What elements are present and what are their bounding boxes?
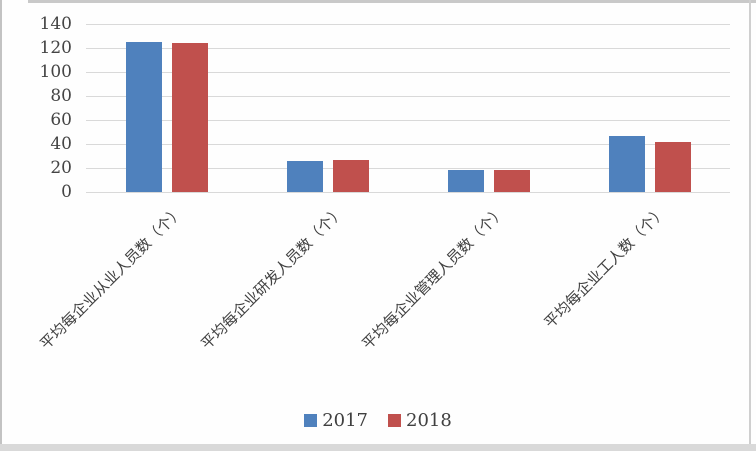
legend-label-2017: 2017 bbox=[322, 410, 368, 431]
frame-border-right bbox=[749, 0, 751, 451]
gridline-20 bbox=[86, 168, 730, 169]
frame-border-left bbox=[0, 0, 2, 451]
bar-2018-category-4 bbox=[654, 141, 691, 192]
legend-swatch-2017 bbox=[304, 414, 318, 427]
frame-border-bottom bbox=[0, 444, 756, 451]
bar-2018-category-3 bbox=[493, 170, 530, 192]
y-axis-tick-labels: 0 20 40 60 80 100 120 140 bbox=[0, 15, 72, 201]
bar-2017-category-4 bbox=[608, 135, 645, 192]
legend-item-2017: 2017 bbox=[304, 410, 368, 431]
gridline-120 bbox=[86, 48, 730, 49]
y-tick-label-100: 100 bbox=[39, 62, 72, 82]
legend-swatch-2018 bbox=[388, 414, 401, 427]
plot-area bbox=[86, 24, 730, 193]
category-label-1: 平均每企业从业人员数（个） bbox=[35, 202, 187, 353]
category-label-2: 平均每企业研发人员数（个） bbox=[196, 202, 348, 353]
gridline-0 bbox=[86, 192, 730, 193]
gridline-140 bbox=[86, 24, 730, 25]
gridline-100 bbox=[86, 72, 730, 73]
gridline-80 bbox=[86, 96, 730, 97]
bar-2017-category-1 bbox=[125, 42, 162, 192]
y-tick-label-40: 40 bbox=[50, 134, 72, 154]
frame-border-top bbox=[28, 0, 756, 3]
legend-item-2018: 2018 bbox=[388, 410, 452, 431]
y-tick-label-0: 0 bbox=[61, 182, 72, 202]
y-tick-label-80: 80 bbox=[50, 86, 72, 106]
y-tick-label-120: 120 bbox=[39, 38, 72, 58]
bar-2017-category-2 bbox=[286, 160, 323, 192]
bar-2018-category-2 bbox=[332, 159, 369, 192]
y-tick-label-140: 140 bbox=[39, 14, 72, 34]
category-label-4: 平均每企业工人数（个） bbox=[540, 202, 670, 332]
category-label-3: 平均每企业管理人员数（个） bbox=[357, 202, 509, 353]
y-tick-label-60: 60 bbox=[50, 110, 72, 130]
legend: 2017 2018 bbox=[0, 410, 756, 431]
gridline-60 bbox=[86, 120, 730, 121]
bar-2018-category-1 bbox=[171, 43, 208, 192]
y-tick-label-20: 20 bbox=[50, 158, 72, 178]
bar-2017-category-3 bbox=[447, 170, 484, 192]
gridline-40 bbox=[86, 144, 730, 145]
legend-label-2018: 2018 bbox=[406, 410, 452, 431]
